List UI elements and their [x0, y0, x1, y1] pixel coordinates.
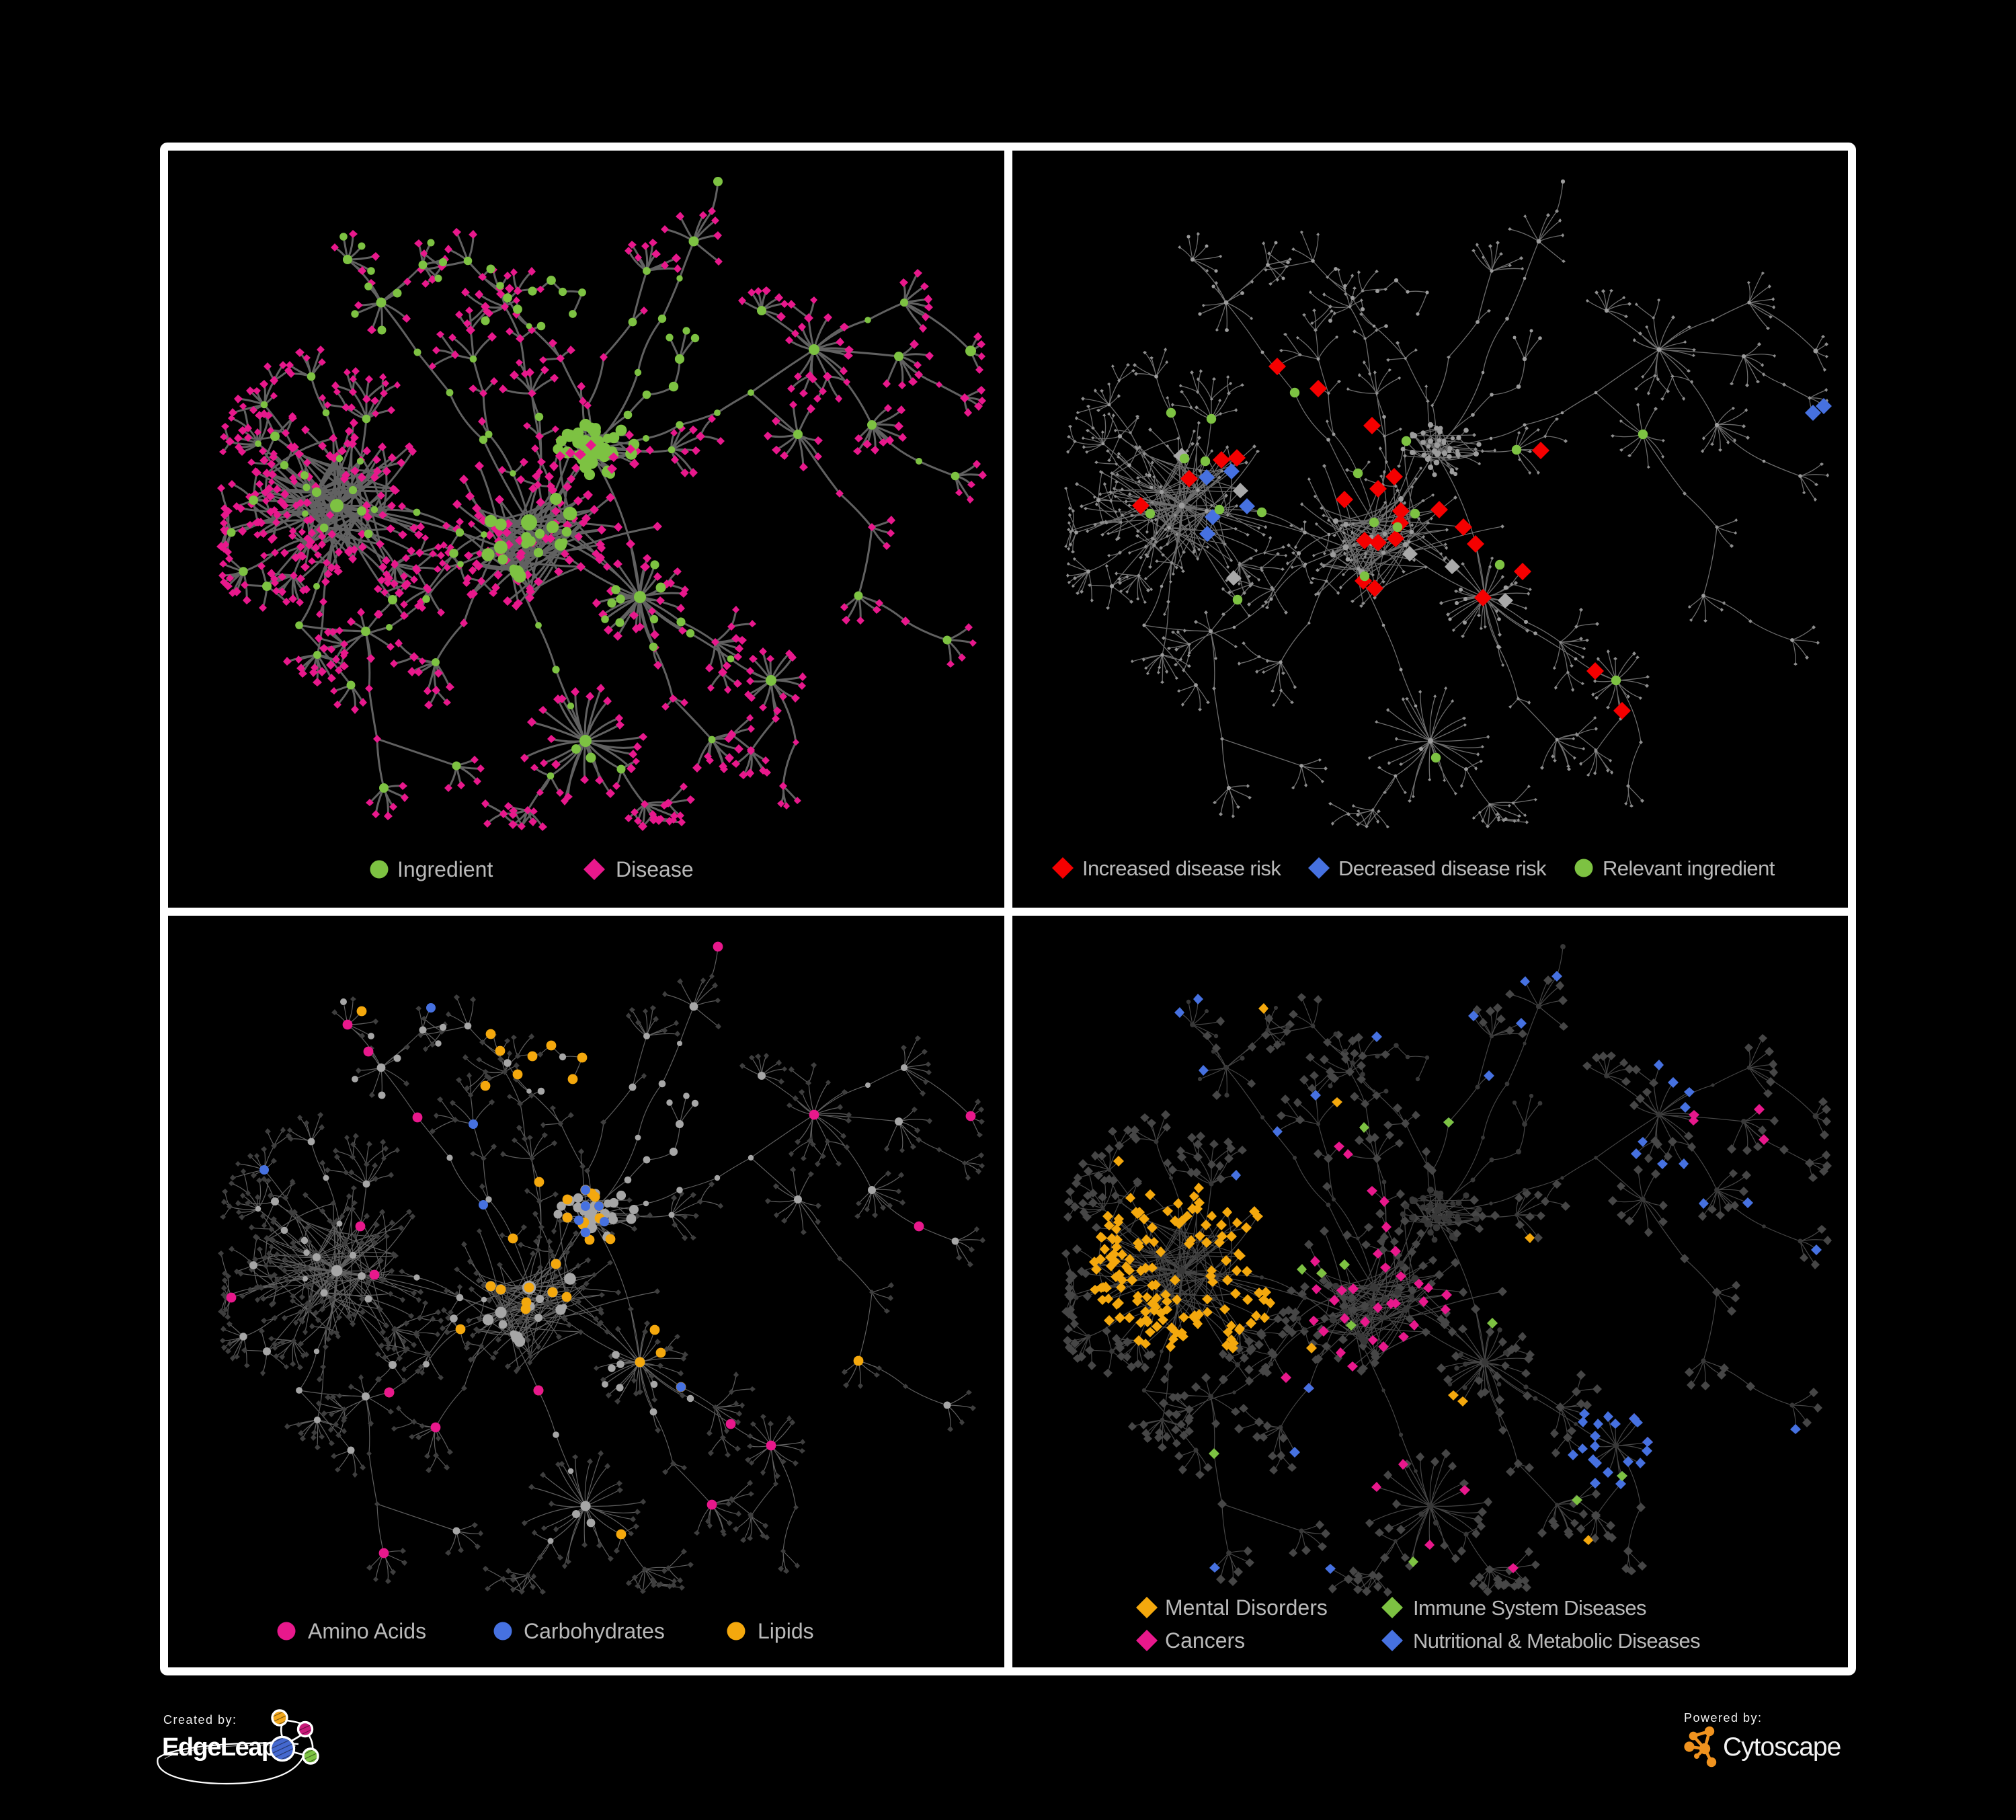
svg-text:Cancers: Cancers — [1165, 1628, 1245, 1653]
svg-text:Cytoscape: Cytoscape — [1723, 1733, 1841, 1762]
svg-text:Disease: Disease — [616, 857, 694, 881]
svg-text:Nutritional & Metabolic Diseas: Nutritional & Metabolic Diseases — [1413, 1629, 1700, 1653]
svg-text:Ingredient: Ingredient — [397, 857, 493, 881]
svg-text:Created by:: Created by: — [163, 1713, 237, 1727]
svg-text:Increased disease risk: Increased disease risk — [1082, 857, 1281, 880]
svg-text:Mental Disorders: Mental Disorders — [1165, 1595, 1328, 1620]
svg-text:Carbohydrates: Carbohydrates — [524, 1619, 665, 1643]
svg-text:Lipids: Lipids — [758, 1619, 814, 1643]
svg-text:Immune System Diseases: Immune System Diseases — [1413, 1596, 1646, 1620]
svg-text:Decreased disease risk: Decreased disease risk — [1338, 857, 1547, 880]
svg-text:Powered by:: Powered by: — [1684, 1711, 1763, 1725]
svg-text:Relevant ingredient: Relevant ingredient — [1603, 857, 1775, 880]
svg-text:EdgeLeap: EdgeLeap — [162, 1733, 276, 1762]
svg-text:Amino Acids: Amino Acids — [308, 1619, 426, 1643]
